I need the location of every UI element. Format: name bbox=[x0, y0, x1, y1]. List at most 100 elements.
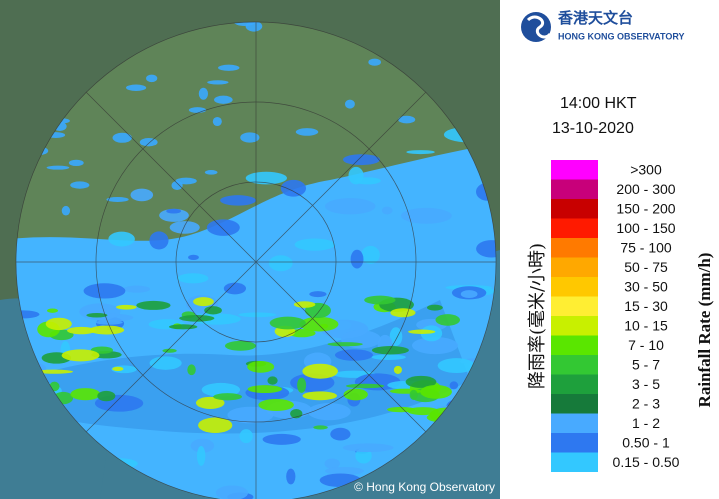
echo bbox=[130, 188, 154, 202]
echo bbox=[238, 312, 277, 318]
time: 14:00 HKT bbox=[560, 95, 637, 112]
echo bbox=[280, 179, 307, 197]
echo bbox=[405, 375, 437, 388]
echo bbox=[171, 180, 183, 190]
legend-swatch bbox=[551, 296, 598, 316]
echo bbox=[408, 329, 436, 334]
echo bbox=[123, 285, 151, 293]
range-rings bbox=[15, 21, 497, 499]
echo bbox=[169, 221, 200, 234]
echo bbox=[207, 80, 229, 85]
echo bbox=[70, 181, 90, 189]
echo bbox=[361, 245, 380, 264]
echo bbox=[390, 308, 416, 318]
echo bbox=[435, 314, 460, 326]
echo bbox=[112, 132, 132, 143]
echo bbox=[420, 325, 443, 342]
echo bbox=[293, 301, 316, 308]
echo bbox=[204, 170, 218, 175]
echo bbox=[159, 208, 189, 222]
radar-map: © Hong Kong Observatory bbox=[0, 0, 500, 499]
echo bbox=[146, 74, 158, 83]
legend-label: 0.15 - 0.50 bbox=[613, 454, 680, 470]
legend-label: 10 - 15 bbox=[624, 317, 668, 333]
echo bbox=[420, 384, 452, 399]
echo bbox=[206, 219, 240, 236]
echo bbox=[307, 403, 351, 421]
echo bbox=[409, 389, 418, 401]
echo bbox=[269, 316, 306, 330]
legend-label: 75 - 100 bbox=[620, 239, 672, 255]
echo bbox=[46, 165, 70, 170]
legend-swatch bbox=[551, 316, 598, 336]
legend-swatch bbox=[551, 277, 598, 297]
logo: 香港天文台 HONG KONG OBSERVATORY bbox=[521, 9, 685, 42]
echo bbox=[16, 310, 40, 319]
echo bbox=[393, 365, 402, 374]
legend-label: >300 bbox=[630, 161, 662, 177]
echo bbox=[302, 391, 338, 401]
echo bbox=[476, 240, 496, 258]
echo bbox=[190, 438, 215, 453]
legend-label: 30 - 50 bbox=[624, 278, 668, 294]
echo bbox=[297, 377, 307, 393]
logo-english: HONG KONG OBSERVATORY bbox=[558, 31, 685, 41]
legend-label: 100 - 150 bbox=[616, 220, 675, 236]
echo bbox=[406, 150, 435, 155]
echo bbox=[348, 166, 364, 185]
echo bbox=[187, 364, 196, 376]
legend-swatch bbox=[551, 335, 598, 355]
echo bbox=[136, 300, 171, 310]
echo bbox=[240, 132, 260, 143]
echo bbox=[68, 159, 84, 167]
echo bbox=[116, 304, 137, 310]
legend-swatch bbox=[551, 179, 598, 199]
echo bbox=[344, 99, 355, 109]
legend-label: 7 - 10 bbox=[628, 337, 664, 353]
echo bbox=[106, 197, 129, 202]
legend: >300 200 - 300 150 - 200 100 - 150 75 - 100 5… bbox=[551, 160, 680, 472]
echo bbox=[449, 381, 459, 390]
echo bbox=[70, 388, 101, 401]
legend-swatch bbox=[551, 257, 598, 277]
legend-swatch bbox=[551, 452, 598, 472]
echo bbox=[139, 137, 158, 147]
legend-label: 200 - 300 bbox=[616, 181, 675, 197]
echo-layer bbox=[16, 22, 496, 499]
legend-label: 3 - 5 bbox=[632, 376, 660, 392]
legend-swatch bbox=[551, 199, 598, 219]
echo bbox=[188, 254, 199, 260]
echo bbox=[295, 128, 319, 136]
echo bbox=[212, 116, 222, 127]
legend-swatch bbox=[551, 413, 598, 433]
echo bbox=[204, 306, 222, 315]
echo bbox=[427, 304, 443, 311]
echo bbox=[97, 390, 116, 402]
echo bbox=[267, 376, 278, 385]
echo bbox=[334, 349, 373, 361]
echo bbox=[45, 317, 72, 331]
date: 13-10-2020 bbox=[552, 120, 634, 137]
echo bbox=[196, 445, 206, 466]
echo bbox=[220, 195, 256, 206]
echo bbox=[112, 366, 124, 372]
legend-title-english: Rainfall Rate (mm/h) bbox=[695, 253, 714, 408]
echo bbox=[381, 206, 393, 215]
echo bbox=[245, 22, 263, 32]
echo bbox=[223, 282, 247, 295]
echo bbox=[188, 107, 207, 113]
legend-label: 15 - 30 bbox=[624, 298, 668, 314]
legend-label: 0.50 - 1 bbox=[622, 434, 670, 450]
echo bbox=[398, 115, 416, 124]
legend-label: 5 - 7 bbox=[632, 356, 660, 372]
echo bbox=[179, 314, 215, 322]
echo bbox=[215, 485, 249, 499]
legend-swatch bbox=[551, 355, 598, 375]
legend-swatch bbox=[551, 394, 598, 414]
echo bbox=[61, 205, 71, 216]
echo bbox=[262, 433, 301, 445]
echo bbox=[218, 64, 240, 71]
echo bbox=[67, 326, 96, 335]
echo bbox=[258, 398, 294, 411]
